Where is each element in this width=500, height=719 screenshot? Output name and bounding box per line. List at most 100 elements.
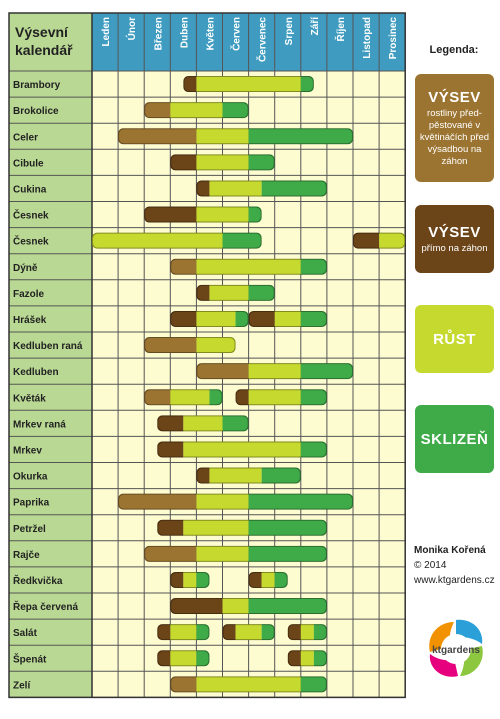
bar-outline	[235, 389, 327, 406]
bar-segment-harvest	[261, 180, 327, 197]
bar-segment-sow	[222, 624, 236, 641]
bar-segment-sow	[144, 206, 197, 223]
bar-segment-harvest	[248, 128, 353, 145]
bar-segment-harvest	[235, 310, 249, 327]
bar-segment-harvest	[261, 624, 275, 641]
bar-segment-grow	[196, 337, 236, 354]
logo-text: ktgardens	[432, 645, 480, 656]
bar-segment-harvest	[248, 206, 262, 223]
author-block: Monika Kořená © 2014 www.ktgardens.cz	[414, 543, 495, 588]
bar-segment-harvest	[248, 284, 275, 301]
bar-segment-sow	[170, 598, 223, 615]
bar-outline	[287, 650, 327, 667]
bar-segment-presow	[144, 337, 197, 354]
bar-outline	[170, 676, 327, 693]
row-label-cell	[9, 566, 92, 593]
bar-segment-harvest	[196, 624, 210, 641]
bar-segment-grow	[248, 363, 301, 380]
bar-segment-sow	[170, 571, 184, 588]
bar-segment-grow	[170, 389, 210, 406]
row-label-cell	[9, 279, 92, 306]
bar-segment-grow	[183, 415, 223, 432]
bar-segment-harvest	[222, 102, 249, 119]
row-label-fazole: Fazole	[13, 289, 45, 300]
row-label-redkvicka: Ředkvička	[13, 574, 63, 587]
row-label-cell	[9, 358, 92, 385]
bar-outline	[170, 310, 249, 327]
bar-outline	[144, 102, 249, 119]
bar-outline	[144, 389, 223, 406]
bar-outline	[287, 624, 327, 641]
bar-segment-harvest	[274, 571, 288, 588]
bar-outline	[157, 650, 210, 667]
row-label-cell	[9, 253, 92, 280]
bar-outline	[144, 337, 236, 354]
row-label-cell	[9, 71, 92, 98]
bar-segment-harvest	[300, 676, 327, 693]
bar-segment-sow	[235, 389, 249, 406]
row-label-mrkev-rana: Mrkev raná	[13, 419, 66, 430]
author-website: www.ktgardens.cz	[414, 575, 495, 586]
chart-title-line-2: kalendář	[15, 42, 73, 58]
bar-segment-sow	[157, 624, 171, 641]
bar-segment-grow	[196, 76, 301, 93]
bar-segment-sow	[196, 284, 210, 301]
bar-outline	[222, 624, 275, 641]
legend-presow-title: VÝSEV	[428, 88, 481, 106]
bar-outline	[118, 493, 353, 510]
bar-segment-sow	[157, 519, 184, 536]
bar-segment-harvest	[222, 415, 249, 432]
row-label-cesnek: Česnek	[13, 209, 49, 222]
bar-segment-sow	[157, 441, 184, 458]
bar-segment-grow	[248, 389, 301, 406]
bar-segment-grow	[183, 571, 197, 588]
month-label-duben: Duben	[179, 17, 190, 48]
bar-segment-harvest	[222, 232, 262, 249]
legend-grow: RŮST	[415, 305, 494, 373]
bar-segment-harvest	[300, 441, 327, 458]
bar-segment-grow	[235, 624, 262, 641]
legend-harvest-title: SKLIZEŇ	[420, 430, 489, 448]
legend-title: Legenda:	[429, 44, 479, 56]
row-label-cell	[9, 462, 92, 489]
bar-segment-harvest	[248, 154, 275, 171]
row-label-dyne: Dýně	[13, 263, 38, 274]
bar-segment-grow	[274, 310, 301, 327]
legend-harvest: SKLIZEŇ	[415, 405, 494, 473]
month-label-kveten: Květen	[205, 17, 216, 50]
bar-segment-grow	[170, 102, 223, 119]
bar-segment-sow	[196, 467, 210, 484]
row-label-cukina: Cukina	[13, 184, 47, 195]
table-border	[8, 12, 406, 699]
legend-grow-title: RŮST	[433, 330, 476, 348]
row-label-cell	[9, 593, 92, 620]
row-label-cell	[9, 332, 92, 359]
row-label-cesnek: Česnek	[13, 235, 49, 248]
row-label-cell	[9, 619, 92, 646]
row-label-cell	[9, 645, 92, 672]
month-label-zari: Září	[310, 16, 321, 36]
bar-segment-grow	[196, 258, 301, 275]
bar-segment-harvest	[248, 519, 327, 536]
bar-segment-presow	[144, 389, 171, 406]
bar-segment-grow	[170, 650, 197, 667]
bar-segment-harvest	[300, 76, 314, 93]
legend-presow: VÝSEV rostliny před-pěstované v květináč…	[415, 74, 494, 182]
bar-segment-grow	[196, 206, 249, 223]
row-label-cell	[9, 201, 92, 228]
bar-segment-harvest	[261, 467, 301, 484]
row-label-brokolice: Brokolice	[13, 106, 59, 117]
bar-outline	[196, 467, 301, 484]
title-cell	[9, 13, 92, 71]
bar-segment-presow	[144, 102, 171, 119]
bar-segment-harvest	[209, 389, 223, 406]
bar-outline	[157, 441, 327, 458]
bar-segment-harvest	[300, 310, 327, 327]
bar-outline	[170, 154, 275, 171]
bar-outline	[118, 128, 353, 145]
ktgardens-logo: ktgardens	[429, 619, 483, 677]
row-label-cell	[9, 410, 92, 437]
bar-segment-sow	[287, 624, 301, 641]
bar-outline	[196, 284, 275, 301]
